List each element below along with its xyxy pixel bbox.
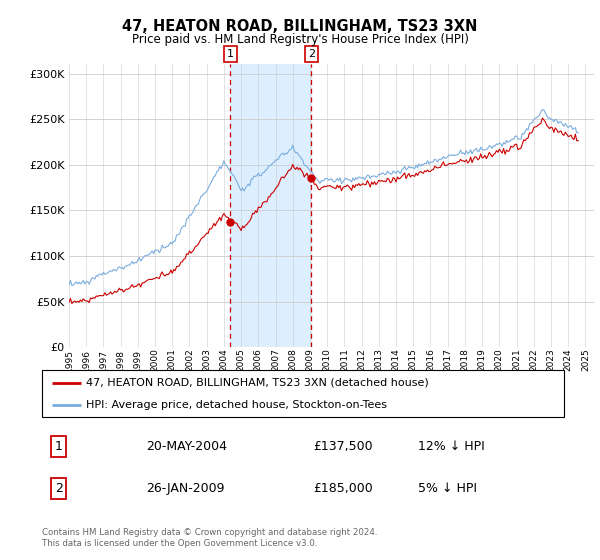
Text: 2: 2 — [308, 49, 315, 59]
Text: 47, HEATON ROAD, BILLINGHAM, TS23 3XN: 47, HEATON ROAD, BILLINGHAM, TS23 3XN — [122, 20, 478, 34]
Text: 20-MAY-2004: 20-MAY-2004 — [146, 440, 227, 453]
Text: 5% ↓ HPI: 5% ↓ HPI — [418, 482, 477, 495]
Text: 12% ↓ HPI: 12% ↓ HPI — [418, 440, 485, 453]
FancyBboxPatch shape — [42, 370, 564, 417]
Text: £185,000: £185,000 — [313, 482, 373, 495]
Text: HPI: Average price, detached house, Stockton-on-Tees: HPI: Average price, detached house, Stoc… — [86, 400, 388, 410]
Text: Contains HM Land Registry data © Crown copyright and database right 2024.
This d: Contains HM Land Registry data © Crown c… — [42, 528, 377, 548]
Text: 1: 1 — [227, 49, 234, 59]
Text: £137,500: £137,500 — [313, 440, 373, 453]
Text: 2: 2 — [55, 482, 62, 495]
Text: 26-JAN-2009: 26-JAN-2009 — [146, 482, 225, 495]
Bar — [230, 64, 311, 347]
Text: Price paid vs. HM Land Registry's House Price Index (HPI): Price paid vs. HM Land Registry's House … — [131, 32, 469, 46]
Text: 47, HEATON ROAD, BILLINGHAM, TS23 3XN (detached house): 47, HEATON ROAD, BILLINGHAM, TS23 3XN (d… — [86, 378, 429, 388]
Text: 1: 1 — [55, 440, 62, 453]
